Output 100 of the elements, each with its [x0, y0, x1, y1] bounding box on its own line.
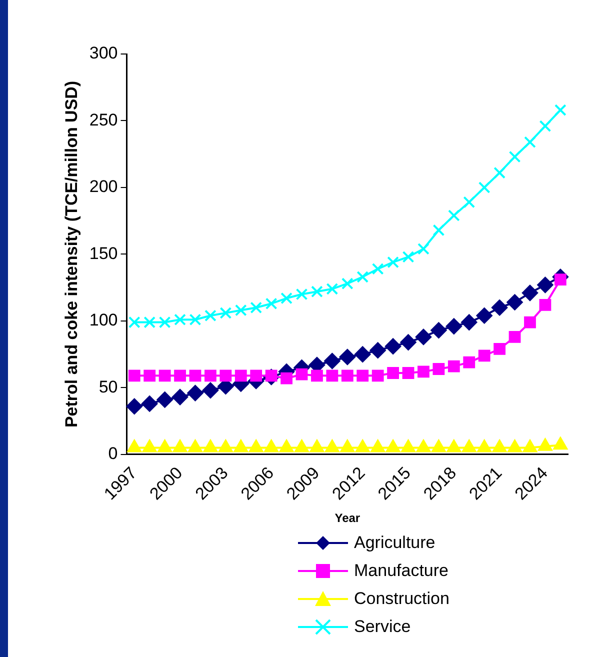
point	[448, 210, 460, 222]
point	[448, 360, 460, 372]
point	[127, 440, 142, 452]
point	[416, 440, 431, 452]
point	[415, 328, 432, 345]
point	[554, 274, 566, 286]
point	[249, 440, 264, 452]
legend-label: Construction	[354, 589, 450, 609]
point	[492, 300, 508, 316]
point	[204, 310, 216, 322]
point	[463, 196, 476, 208]
point	[311, 370, 323, 382]
point	[356, 370, 369, 382]
y-tick-label: 100	[89, 310, 118, 330]
point	[508, 331, 521, 343]
point	[188, 440, 202, 452]
point	[554, 104, 566, 116]
point	[158, 440, 172, 452]
point	[370, 342, 386, 358]
point	[461, 314, 478, 330]
point	[341, 278, 354, 290]
point	[386, 440, 400, 452]
point	[279, 440, 294, 452]
point	[144, 316, 156, 328]
point	[326, 370, 338, 382]
point	[402, 250, 414, 263]
point	[387, 256, 399, 268]
point	[537, 276, 554, 293]
point	[142, 396, 158, 412]
point	[506, 294, 523, 310]
point	[172, 440, 188, 452]
point	[156, 392, 173, 408]
y-tick-label: 150	[89, 244, 118, 263]
point	[478, 182, 490, 194]
point	[401, 440, 416, 452]
point	[158, 316, 171, 328]
point	[264, 440, 278, 452]
point	[494, 343, 506, 355]
point	[174, 314, 186, 326]
point	[218, 440, 233, 452]
point	[385, 338, 402, 354]
point	[174, 370, 186, 382]
point	[172, 389, 188, 406]
legend-label: Manufacture	[354, 561, 448, 581]
point	[462, 440, 476, 452]
point	[265, 298, 278, 310]
point	[524, 136, 536, 148]
point	[372, 370, 384, 382]
point	[538, 438, 552, 451]
point	[142, 440, 157, 452]
point	[340, 440, 354, 452]
point	[220, 370, 232, 382]
point	[539, 298, 552, 311]
point	[234, 440, 248, 452]
point	[187, 385, 204, 402]
point	[418, 242, 430, 255]
point	[402, 367, 414, 379]
point	[446, 440, 461, 452]
legend-label: Service	[354, 617, 411, 637]
point	[311, 286, 323, 298]
point	[400, 334, 416, 350]
point	[189, 370, 202, 382]
point	[508, 440, 522, 452]
y-tick-label: 0	[108, 444, 118, 464]
point	[296, 288, 308, 300]
point	[524, 316, 536, 328]
y-axis-title: Petrol and coke intensity (TCE/millon USD)	[62, 80, 81, 428]
point	[539, 120, 552, 132]
point	[294, 440, 309, 452]
point	[522, 284, 538, 301]
y-tick-label: 250	[89, 110, 118, 130]
point	[280, 292, 292, 304]
point	[280, 372, 292, 384]
y-tick-label: 50	[98, 377, 118, 396]
point	[189, 314, 202, 326]
legend-label: Agriculture	[354, 533, 436, 553]
point	[250, 370, 262, 382]
point	[522, 440, 538, 452]
point	[250, 302, 262, 314]
point	[553, 437, 568, 450]
point	[478, 350, 490, 362]
point	[387, 367, 399, 379]
point	[296, 368, 308, 380]
point	[202, 382, 218, 398]
point	[203, 440, 218, 452]
point	[356, 270, 369, 283]
point	[508, 150, 521, 163]
y-tick-label: 200	[89, 177, 118, 196]
point	[463, 356, 476, 368]
point	[494, 166, 506, 179]
point	[356, 440, 370, 452]
point	[339, 348, 356, 365]
point	[432, 440, 446, 452]
point	[128, 370, 140, 382]
point	[476, 308, 492, 324]
point	[430, 322, 447, 338]
point	[477, 440, 492, 452]
point	[310, 440, 324, 452]
point	[432, 363, 445, 375]
point	[326, 282, 338, 295]
